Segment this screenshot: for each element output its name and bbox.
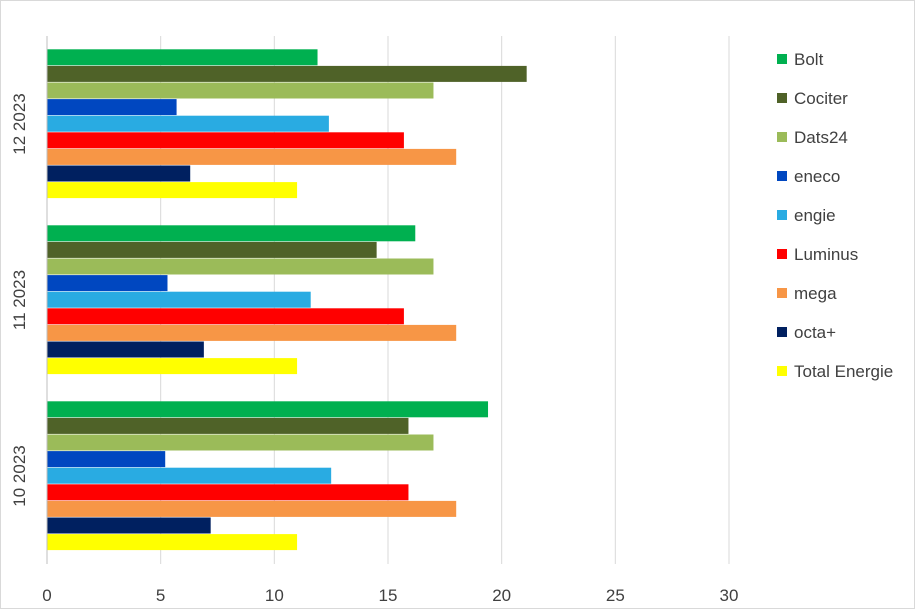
legend-swatch (777, 249, 787, 259)
legend-swatch (777, 132, 787, 142)
legend-label: Total Energie (794, 362, 893, 381)
legend-label: octa+ (794, 323, 836, 342)
legend-label: Cociter (794, 89, 848, 108)
bar-cociter (47, 65, 527, 82)
bar-luminus (47, 308, 404, 325)
bar-bolt (47, 49, 318, 66)
x-tick-label: 15 (379, 586, 398, 605)
bar-cociter (47, 417, 409, 434)
bar-engie (47, 291, 311, 308)
category-label: 12 2023 (10, 93, 29, 154)
bar-octa- (47, 165, 191, 182)
legend-label: Bolt (794, 50, 824, 69)
legend: Bolt Cociter Dats24 eneco engie Luminus mega oc… (777, 50, 893, 381)
legend-swatch (777, 366, 787, 376)
bar-engie (47, 467, 332, 484)
x-tick-label: 20 (492, 586, 511, 605)
category-label: 11 2023 (10, 270, 29, 330)
x-tick-label: 0 (42, 586, 51, 605)
bar-mega (47, 148, 457, 165)
legend-label: eneco (794, 167, 840, 186)
legend-swatch (777, 171, 787, 181)
category-labels: 12 2023 11 2023 10 2023 (10, 93, 29, 506)
bar-bolt (47, 225, 416, 242)
legend-label: mega (794, 284, 837, 303)
bar-bolt (47, 401, 489, 418)
bar-luminus (47, 484, 409, 501)
bar-total-energie (47, 182, 298, 199)
bar-eneco (47, 99, 177, 116)
category-label: 10 2023 (10, 445, 29, 506)
bars (47, 49, 527, 551)
bar-luminus (47, 132, 404, 149)
legend-swatch (777, 210, 787, 220)
legend-label: engie (794, 206, 836, 225)
legend-swatch (777, 288, 787, 298)
bar-octa- (47, 341, 204, 358)
bar-dats24 (47, 82, 434, 99)
bar-mega (47, 500, 457, 517)
legend-swatch (777, 327, 787, 337)
bar-eneco (47, 451, 166, 468)
bar-dats24 (47, 258, 434, 275)
legend-swatch (777, 93, 787, 103)
x-tick-label: 5 (156, 586, 165, 605)
x-tick-label: 25 (606, 586, 625, 605)
legend-label: Luminus (794, 245, 858, 264)
bar-cociter (47, 241, 377, 258)
bar-dats24 (47, 434, 434, 451)
legend-swatch (777, 54, 787, 64)
bar-eneco (47, 275, 168, 292)
x-tick-label: 30 (720, 586, 739, 605)
x-tick-label: 10 (265, 586, 284, 605)
x-axis: 0 5 10 15 20 25 30 (42, 36, 738, 605)
legend-label: Dats24 (794, 128, 848, 147)
bar-engie (47, 115, 329, 132)
bar-mega (47, 324, 457, 341)
bar-octa- (47, 517, 211, 534)
bar-total-energie (47, 534, 298, 551)
bar-total-energie (47, 358, 298, 375)
